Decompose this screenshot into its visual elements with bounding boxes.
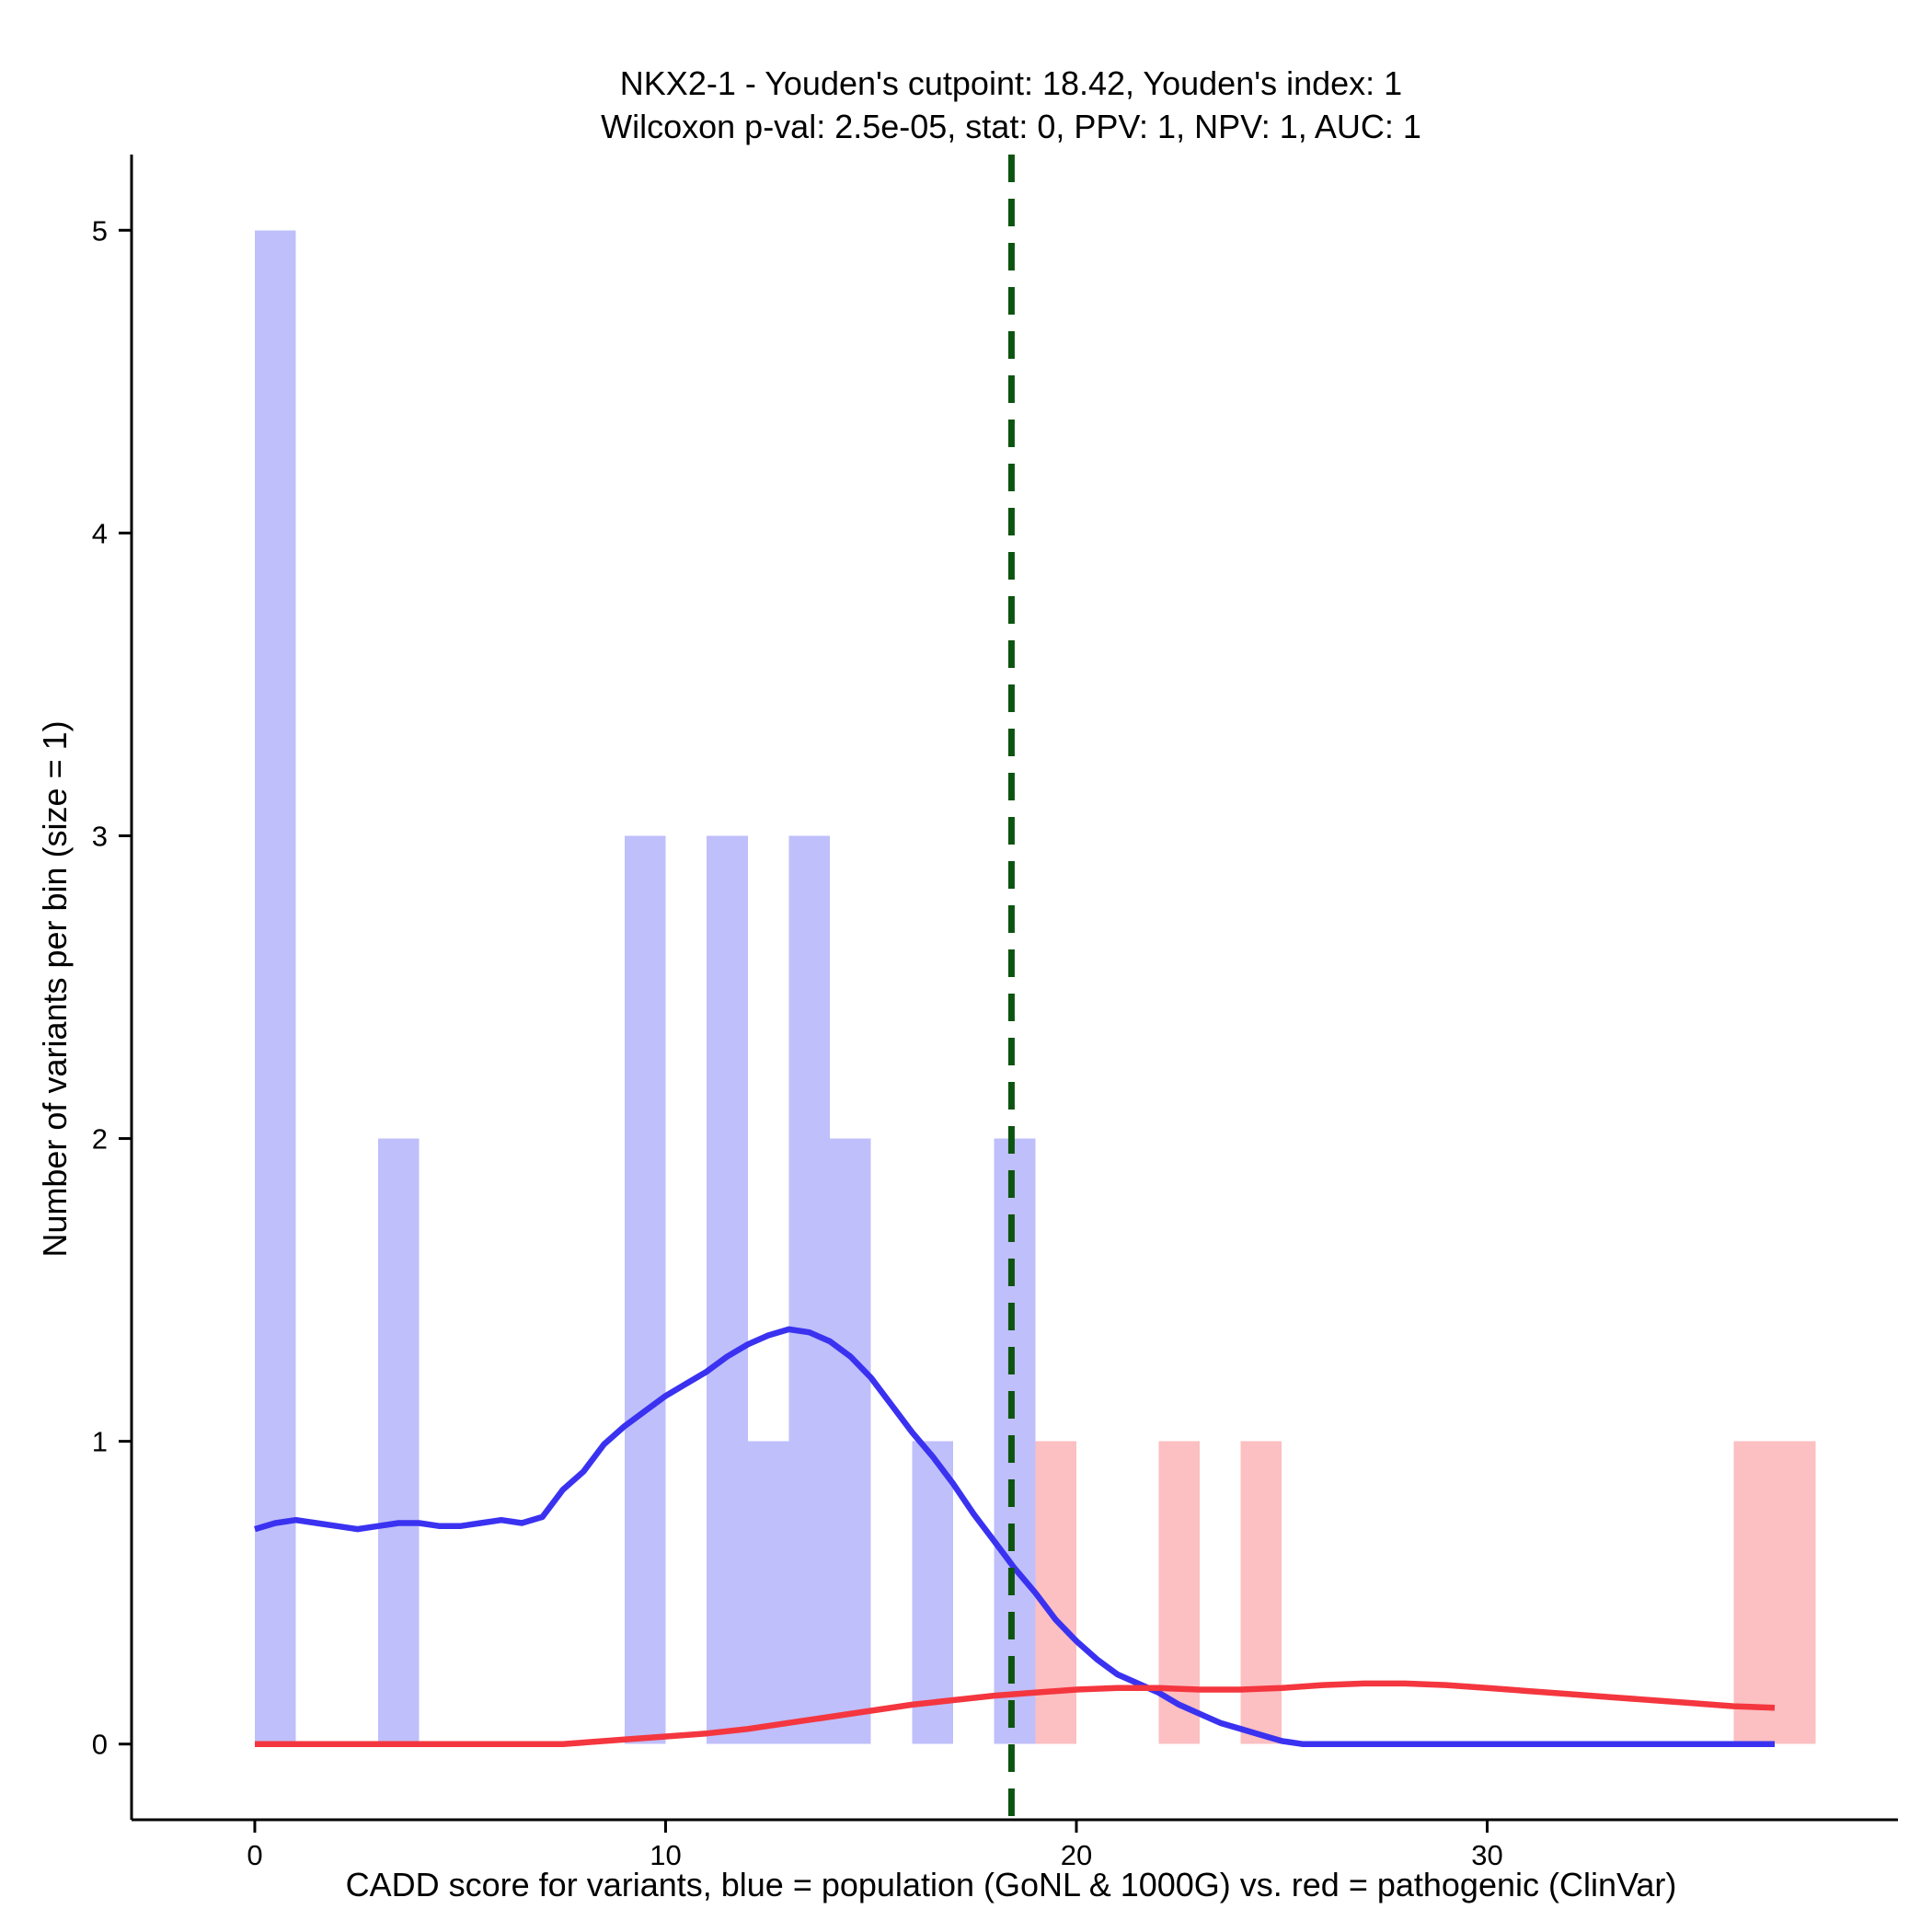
y-tick-label: 2	[92, 1123, 108, 1156]
pathogenic-bar	[1733, 1441, 1776, 1744]
y-axis-title: Number of variants per bin (size = 1)	[36, 720, 74, 1257]
population-bar	[747, 1441, 789, 1744]
pathogenic-bar	[1240, 1441, 1282, 1744]
x-tick-label: 20	[1061, 1839, 1092, 1871]
population-bar	[994, 1138, 1036, 1744]
population-bar	[912, 1441, 954, 1744]
population-density-line	[254, 1326, 1775, 1747]
histogram-bars	[254, 230, 1816, 1744]
population-bar	[788, 835, 831, 1744]
x-tick-label: 10	[650, 1839, 681, 1871]
pathogenic-density-line	[255, 1680, 1776, 1747]
population-bar	[254, 230, 296, 1744]
pathogenic-bar	[1775, 1441, 1816, 1744]
y-tick-label: 0	[92, 1729, 108, 1761]
y-tick-label: 4	[92, 517, 108, 549]
population-bar	[707, 835, 748, 1744]
x-tick-label: 30	[1471, 1839, 1502, 1871]
y-tick-label: 5	[92, 214, 108, 247]
population-bar	[830, 1138, 871, 1744]
chart-subtitle: Wilcoxon p-val: 2.5e-05, stat: 0, PPV: 1…	[601, 108, 1421, 145]
chart-title: NKX2-1 - Youden's cutpoint: 18.42, Youde…	[620, 64, 1402, 102]
pathogenic-bar	[1035, 1441, 1076, 1744]
population-bar	[624, 835, 666, 1744]
y-tick-label: 1	[92, 1426, 108, 1458]
population-bar	[377, 1138, 420, 1744]
axes: 0 10 20 30 0 1 2 3 4 5	[92, 155, 1898, 1871]
y-tick-label: 3	[92, 820, 108, 852]
density-curves	[254, 1326, 1776, 1747]
x-axis-title: CADD score for variants, blue = populati…	[346, 1866, 1677, 1903]
x-tick-label: 0	[247, 1839, 262, 1871]
